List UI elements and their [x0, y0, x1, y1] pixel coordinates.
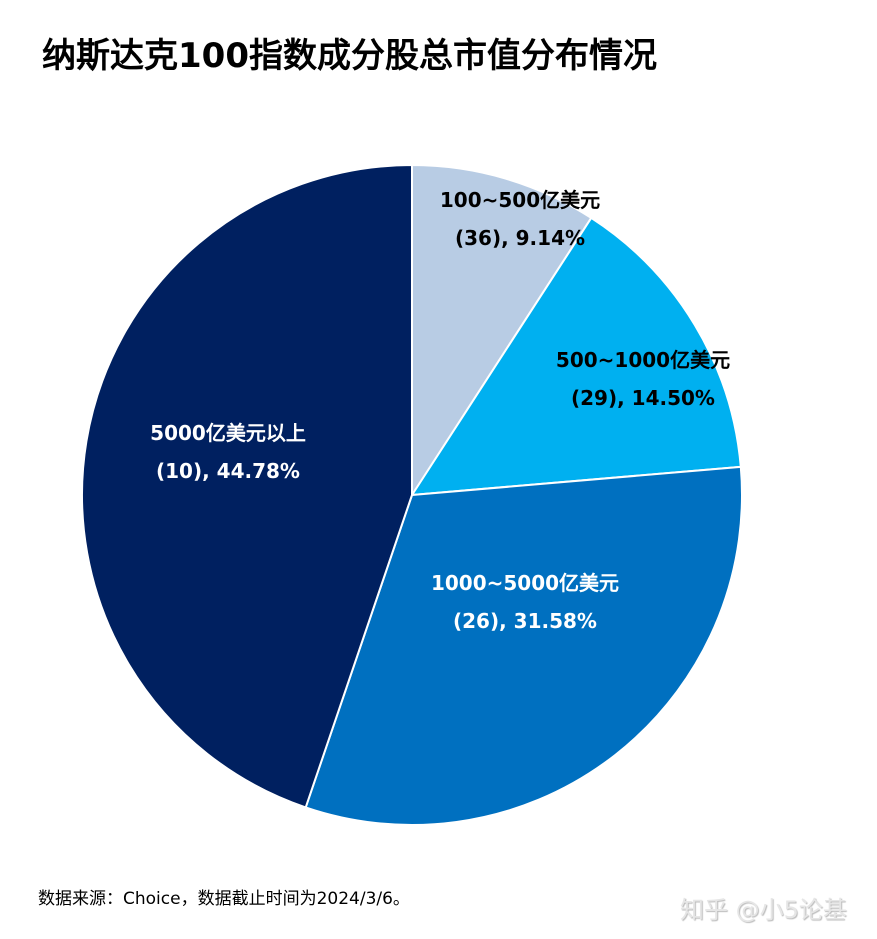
- slice-value-label: (36), 9.14%: [455, 226, 585, 250]
- slice-value-label: (10), 44.78%: [156, 459, 300, 483]
- slice-category-label: 500~1000亿美元: [556, 348, 730, 372]
- slice-value-label: (26), 31.58%: [453, 609, 597, 633]
- slice-value-label: (29), 14.50%: [571, 386, 715, 410]
- pie-slice: [81, 163, 413, 809]
- pie-slice: [410, 216, 742, 497]
- pie-slice: [411, 163, 593, 499]
- pie-slice: [304, 465, 743, 826]
- chart-title: 纳斯达克100指数成分股总市值分布情况: [42, 36, 657, 76]
- data-source-note: 数据来源：Choice，数据截止时间为2024/3/6。: [38, 889, 410, 909]
- slice-category-label: 100~500亿美元: [440, 188, 600, 212]
- watermark: 知乎 @小5论基: [680, 896, 847, 924]
- slice-category-label: 5000亿美元以上: [150, 421, 306, 445]
- slice-category-label: 1000~5000亿美元: [431, 571, 619, 595]
